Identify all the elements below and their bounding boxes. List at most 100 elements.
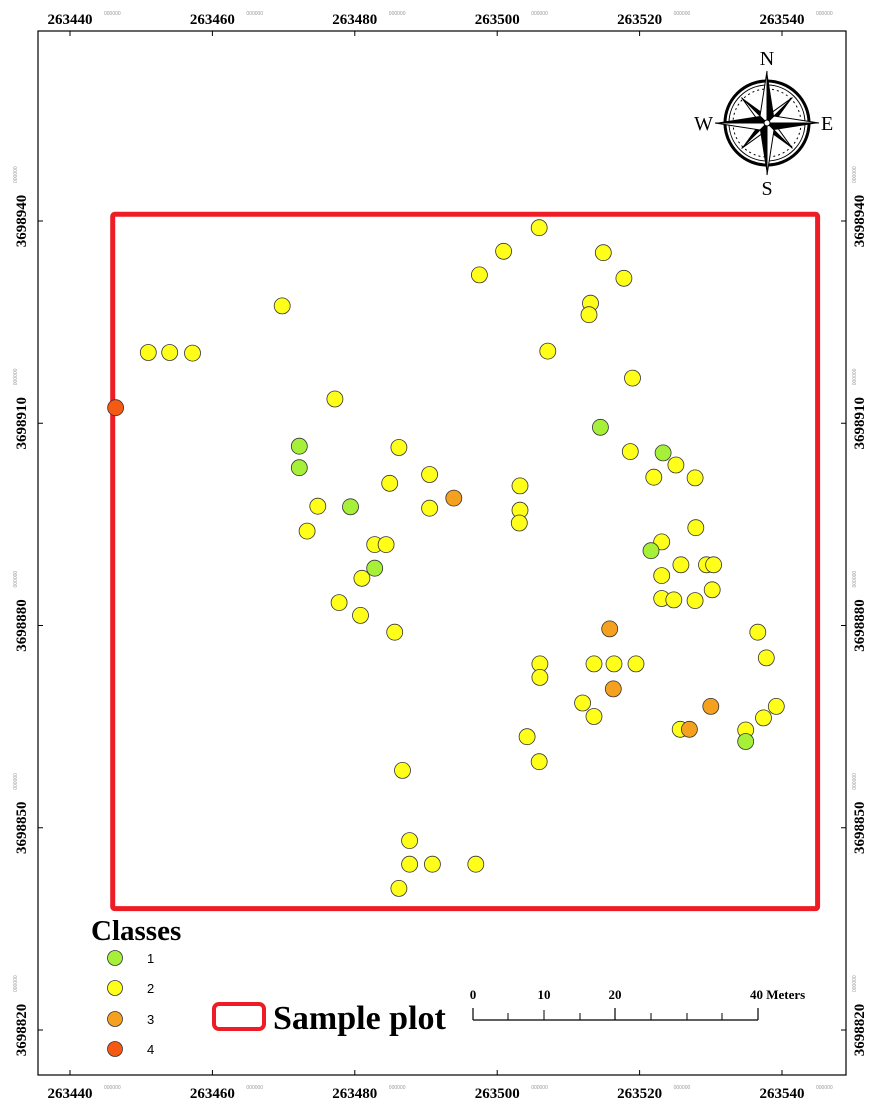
tree-point-class-2 <box>687 519 705 537</box>
tree-point-class-2 <box>518 728 536 746</box>
y-tick-sup-right-3: 000000 <box>852 773 858 790</box>
tree-point-class-3 <box>604 680 622 698</box>
y-tick-label-left-4: 3698820 <box>14 1004 30 1057</box>
legend-swatch-class-3 <box>107 1011 123 1027</box>
map-frame <box>37 30 847 1076</box>
tree-point-class-2 <box>539 342 557 360</box>
x-tick-sup-top-2: 000000 <box>389 11 406 17</box>
y-tick-label-left-3: 3698850 <box>14 802 30 855</box>
y-tick-sup-left-0: 000000 <box>13 166 19 183</box>
tree-point-class-2 <box>530 219 548 237</box>
y-tick-sup-left-1: 000000 <box>13 368 19 385</box>
y-tick-label-right-1: 3698910 <box>852 397 868 450</box>
tree-point-class-2 <box>672 556 690 574</box>
tree-point-class-2 <box>594 244 612 262</box>
x-tick-label-bottom-0: 263440 <box>48 1086 93 1102</box>
y-tick-label-right-0: 3698940 <box>852 195 868 248</box>
tree-point-class-2 <box>273 297 291 315</box>
x-tick-label-top-3: 263500 <box>475 12 520 28</box>
tree-point-class-2 <box>309 497 327 515</box>
tree-point-class-2 <box>139 344 157 361</box>
y-tick-label-right-4: 3698820 <box>852 1004 868 1057</box>
sample-plot-label: Sample plot <box>273 1000 447 1037</box>
tree-point-class-2 <box>390 439 408 456</box>
y-tick-label-right-3: 3698850 <box>852 802 868 855</box>
tree-point-class-2 <box>390 880 408 897</box>
tree-point-class-1 <box>290 459 308 477</box>
tree-point-class-2 <box>531 669 549 686</box>
tree-point-class-2 <box>298 522 316 540</box>
legend-swatch-class-2 <box>107 980 123 996</box>
tree-point-class-2 <box>510 514 528 532</box>
compass-south-label: S <box>761 178 772 200</box>
legend-label-class-2: 2 <box>147 981 154 996</box>
y-tick-sup-right-0: 000000 <box>852 166 858 183</box>
x-tick-label-top-0: 263440 <box>48 12 93 28</box>
compass-east-label: E <box>821 113 833 135</box>
x-axis-bottom: 263440 000000 263460 000000 263480 000000 2635… <box>48 1070 833 1102</box>
scale-label-0: 0 <box>470 987 477 1002</box>
legend-swatch-class-4 <box>107 1041 123 1057</box>
x-tick-label-top-2: 263480 <box>332 12 377 28</box>
tree-point-class-1 <box>290 437 308 455</box>
tree-point-class-2 <box>686 592 704 609</box>
tree-point-class-2 <box>421 466 439 483</box>
legend-swatch-class-1 <box>107 950 123 966</box>
x-tick-sup-bottom-0: 000000 <box>104 1085 121 1091</box>
x-tick-sup-bottom-4: 000000 <box>674 1085 691 1091</box>
tree-point-class-2 <box>585 708 603 725</box>
compass-west-label: W <box>694 113 713 135</box>
tree-point-class-2 <box>653 567 671 584</box>
x-tick-sup-top-0: 000000 <box>104 11 121 17</box>
tree-point-class-2 <box>585 655 603 673</box>
tree-point-class-3 <box>601 620 619 638</box>
scale-label-20: 20 <box>609 987 622 1002</box>
tree-point-class-1 <box>366 559 384 577</box>
tree-point-class-2 <box>615 269 633 287</box>
tree-point-class-3 <box>681 720 698 738</box>
tree-point-class-1 <box>342 498 359 516</box>
tree-point-class-1 <box>737 733 755 750</box>
tree-point-class-2 <box>667 456 685 474</box>
y-tick-sup-right-4: 000000 <box>852 975 858 992</box>
x-axis-top: 263440 000000 263460 000000 263480 000000 2635… <box>48 11 833 36</box>
y-tick-sup-left-4: 000000 <box>13 975 19 992</box>
y-tick-sup-right-2: 000000 <box>852 571 858 588</box>
scale-label-10: 10 <box>538 987 551 1002</box>
tree-point-class-2 <box>749 623 767 641</box>
sample-plot-legend: Sample plot <box>212 1000 447 1037</box>
tree-point-class-2 <box>530 753 548 771</box>
tree-point-class-2 <box>755 709 772 727</box>
x-tick-sup-bottom-5: 000000 <box>816 1085 833 1091</box>
tree-point-class-2 <box>386 623 404 641</box>
tree-point-class-2 <box>686 469 704 487</box>
tree-point-class-2 <box>767 698 785 715</box>
tree-point-class-2 <box>470 266 488 284</box>
tree-point-class-2 <box>353 569 371 587</box>
tree-point-class-4 <box>107 399 124 417</box>
tree-point-class-2 <box>703 581 721 599</box>
tree-point-class-2 <box>401 855 419 873</box>
compass-rose-icon: N S E W <box>694 48 833 200</box>
compass-north-label: N <box>760 48 774 70</box>
tree-point-class-2 <box>352 607 369 624</box>
tree-point-class-2 <box>757 649 775 667</box>
x-tick-sup-top-1: 000000 <box>246 11 263 17</box>
y-axis-right: 3698940 000000 3698910 000000 3698880 000000 3… <box>841 166 868 1056</box>
x-tick-sup-top-5: 000000 <box>816 11 833 17</box>
x-tick-label-bottom-3: 263500 <box>475 1086 520 1102</box>
tree-point-class-2 <box>621 443 639 461</box>
tree-point-class-2 <box>421 499 439 517</box>
legend-label-class-3: 3 <box>147 1012 154 1027</box>
y-axis-left: 3698940 000000 3698910 000000 3698880 000000 3… <box>13 166 43 1056</box>
x-tick-sup-top-3: 000000 <box>531 11 548 17</box>
tree-point-class-2 <box>605 655 623 673</box>
legend-label-class-4: 4 <box>147 1042 154 1057</box>
tree-point-class-2 <box>645 468 663 486</box>
tree-point-class-2 <box>184 344 201 362</box>
x-tick-label-bottom-4: 263520 <box>617 1086 662 1102</box>
tree-point-class-2 <box>627 655 645 673</box>
y-tick-sup-left-2: 000000 <box>13 571 19 588</box>
y-tick-label-right-2: 3698880 <box>852 599 868 652</box>
legend: Classes 1 2 3 4 <box>91 915 181 1057</box>
